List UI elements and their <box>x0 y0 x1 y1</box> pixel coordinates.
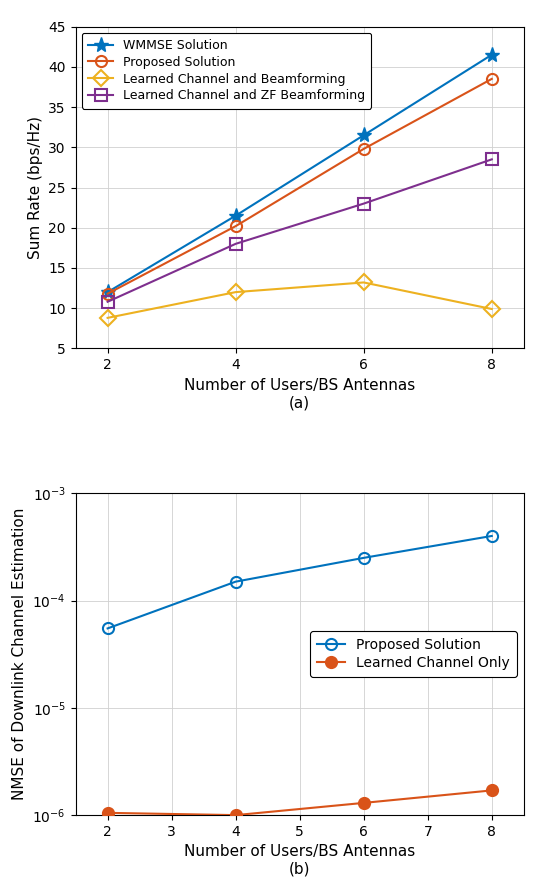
Learned Channel and Beamforming <box>232 287 239 298</box>
Proposed Solution <box>104 289 111 299</box>
Learned Channel and ZF Beamforming <box>104 297 111 307</box>
Proposed Solution <box>361 144 367 154</box>
Line: Proposed Solution: Proposed Solution <box>102 74 497 299</box>
Line: Learned Channel Only: Learned Channel Only <box>102 785 497 820</box>
Proposed Solution <box>104 623 111 633</box>
WMMSE Solution <box>232 210 239 221</box>
Learned Channel Only <box>104 807 111 818</box>
X-axis label: Number of Users/BS Antennas
(a): Number of Users/BS Antennas (a) <box>184 377 415 410</box>
Y-axis label: NMSE of Downlink Channel Estimation: NMSE of Downlink Channel Estimation <box>12 508 27 800</box>
Proposed Solution <box>489 74 495 84</box>
Learned Channel and Beamforming <box>361 277 367 288</box>
Proposed Solution <box>232 221 239 231</box>
WMMSE Solution <box>489 50 495 60</box>
Legend: Proposed Solution, Learned Channel Only: Proposed Solution, Learned Channel Only <box>310 631 517 677</box>
Learned Channel Only <box>489 785 495 796</box>
Line: Learned Channel and Beamforming: Learned Channel and Beamforming <box>102 277 497 323</box>
Learned Channel and Beamforming <box>489 304 495 315</box>
WMMSE Solution <box>104 287 111 298</box>
Proposed Solution <box>361 553 367 563</box>
Learned Channel and ZF Beamforming <box>361 198 367 209</box>
X-axis label: Number of Users/BS Antennas
(b): Number of Users/BS Antennas (b) <box>184 844 415 877</box>
Learned Channel and ZF Beamforming <box>232 238 239 249</box>
Proposed Solution <box>489 531 495 541</box>
Learned Channel Only <box>232 810 239 820</box>
Y-axis label: Sum Rate (bps/Hz): Sum Rate (bps/Hz) <box>28 116 43 259</box>
Line: Proposed Solution: Proposed Solution <box>102 531 497 634</box>
Proposed Solution <box>232 577 239 587</box>
Line: Learned Channel and ZF Beamforming: Learned Channel and ZF Beamforming <box>102 154 497 307</box>
Legend: WMMSE Solution, Proposed Solution, Learned Channel and Beamforming, Learned Chan: WMMSE Solution, Proposed Solution, Learn… <box>82 33 372 109</box>
WMMSE Solution <box>361 130 367 141</box>
Line: WMMSE Solution: WMMSE Solution <box>100 47 500 299</box>
Learned Channel Only <box>361 797 367 808</box>
Learned Channel and ZF Beamforming <box>489 154 495 165</box>
Learned Channel and Beamforming <box>104 313 111 323</box>
